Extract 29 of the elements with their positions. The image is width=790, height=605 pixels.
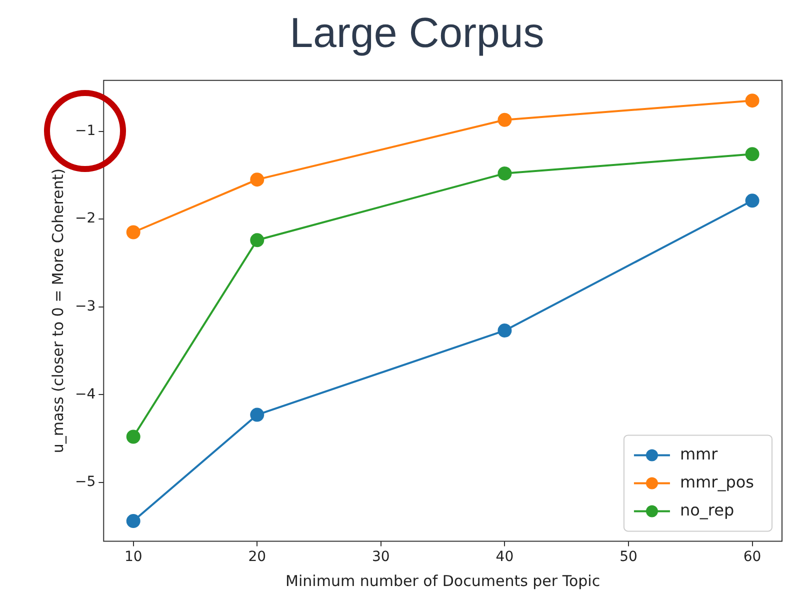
x-tick-label: 60	[743, 549, 762, 566]
y-tick-label: −5	[74, 474, 96, 490]
point	[250, 408, 264, 422]
y-tick-label: −3	[74, 298, 96, 314]
legend-label: mmr_pos	[680, 472, 754, 492]
x-tick-label: 40	[496, 549, 514, 566]
x-tick-label: 50	[620, 549, 638, 566]
y-tick-label: −2	[74, 210, 96, 227]
y-tick-label: −1	[74, 122, 96, 139]
x-tick-label: 10	[124, 549, 142, 566]
legend-label: mmr	[680, 444, 718, 464]
point	[745, 147, 760, 162]
point	[250, 172, 264, 187]
point	[498, 166, 512, 180]
point	[250, 233, 264, 248]
legend-label: no_rep	[680, 500, 734, 520]
x-tick-label: 20	[248, 549, 266, 566]
x-tick-label: 30	[372, 549, 390, 566]
chart-title: Large Corpus	[290, 8, 544, 56]
x-axis-title: Minimum number of Documents per Topic	[286, 572, 600, 590]
y-axis-title: u_mass (closer to 0 = More Coherent)	[48, 168, 67, 454]
point	[745, 194, 760, 208]
point	[498, 112, 512, 127]
point	[126, 225, 140, 240]
point	[498, 324, 512, 338]
point	[126, 430, 140, 444]
y-tick-label: −4	[74, 386, 96, 402]
point	[126, 514, 140, 528]
point	[745, 94, 760, 108]
